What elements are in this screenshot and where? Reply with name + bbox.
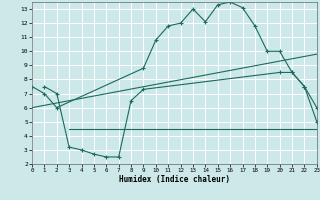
X-axis label: Humidex (Indice chaleur): Humidex (Indice chaleur) bbox=[119, 175, 230, 184]
